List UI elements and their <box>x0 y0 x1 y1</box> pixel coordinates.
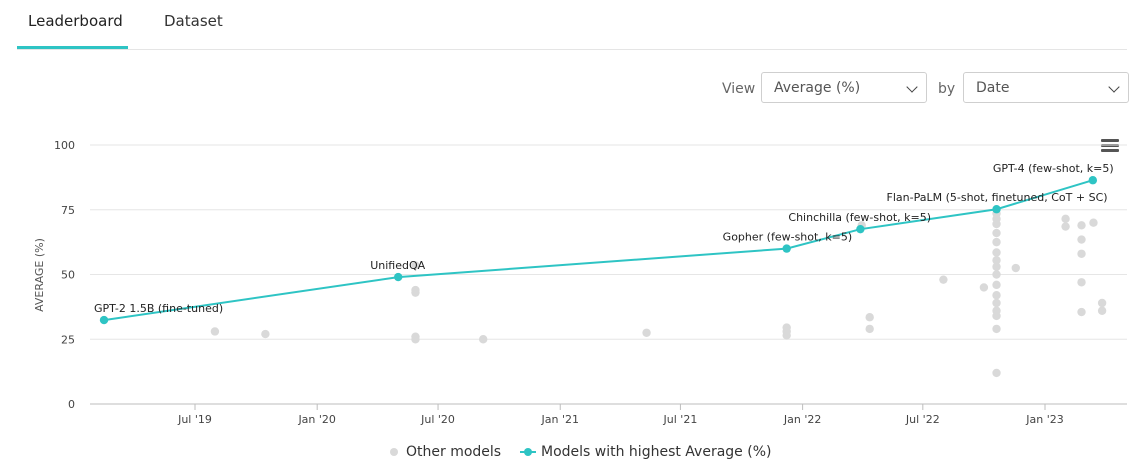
view-label: View <box>722 81 756 97</box>
other-model-point <box>992 219 1001 229</box>
data-label: GPT-2 1.5B (fine-tuned) <box>94 302 223 315</box>
best-models-line <box>103 179 1094 322</box>
other-model-point <box>782 331 791 340</box>
other-model-point <box>1089 218 1098 227</box>
other-model-point <box>411 261 420 270</box>
other-model-point <box>1077 221 1086 230</box>
chart-legend: Other models Models with highest Average… <box>0 444 1145 464</box>
x-tick-label: Jul '21 <box>663 413 698 426</box>
x-tick-label: Jul '19 <box>177 413 212 426</box>
x-tick-label: Jan '22 <box>783 413 821 426</box>
tab-dataset[interactable]: Dataset <box>164 12 223 30</box>
x-tick-label: Jan '20 <box>297 413 335 426</box>
other-model-point <box>1077 235 1086 244</box>
other-model-point <box>992 248 1001 257</box>
chart-grid <box>90 144 1127 405</box>
other-model-point <box>1077 249 1086 258</box>
by-label: by <box>938 81 956 97</box>
other-model-point <box>865 313 874 322</box>
y-tick-label: 0 <box>68 398 75 411</box>
x-axis-ticks: Jul '19 Jan '20 Jul '20 Jan '21 Jul '21 Jan '… <box>177 404 1064 426</box>
by-select[interactable]: Date <box>963 72 1129 103</box>
data-label: GPT-4 (few-shot, k=5) <box>993 162 1114 175</box>
y-axis-ticks: 0 25 50 75 100 <box>54 139 75 411</box>
other-model-point <box>1061 222 1070 231</box>
data-label: UnifiedQA <box>370 259 425 272</box>
data-label: Chinchilla (few-shot, k=5) <box>788 211 931 224</box>
legend-item-other-models[interactable]: Other models <box>390 444 501 460</box>
other-model-point <box>479 335 488 344</box>
x-tick-label: Jan '23 <box>1025 413 1063 426</box>
legend-line-icon <box>520 448 536 456</box>
view-select-value: Average (%) <box>774 80 861 96</box>
data-label: Gopher (few-shot, k=5) <box>723 231 853 244</box>
view-select[interactable]: Average (%) <box>761 72 927 103</box>
best-models-series: GPT-2 1.5B (fine-tuned) UnifiedQA Gopher (… <box>94 162 1114 325</box>
best-model-point <box>394 272 403 282</box>
other-model-point <box>1077 278 1086 287</box>
other-model-point <box>1097 306 1107 315</box>
y-tick-label: 100 <box>54 139 75 152</box>
y-tick-label: 50 <box>61 269 75 282</box>
best-model-point <box>856 224 865 234</box>
other-model-point <box>992 280 1001 290</box>
other-model-point <box>865 324 874 334</box>
other-model-point <box>1061 214 1070 224</box>
best-model-point <box>1088 176 1098 185</box>
x-tick-label: Jan '21 <box>540 413 578 426</box>
other-models-series <box>210 209 1107 378</box>
tab-leaderboard[interactable]: Leaderboard <box>28 12 123 30</box>
other-model-point <box>979 283 989 292</box>
tab-bar: Leaderboard Dataset <box>17 0 1127 50</box>
best-model-point <box>99 315 109 325</box>
by-select-value: Date <box>976 80 1010 96</box>
best-model-point <box>782 244 791 253</box>
other-model-point <box>1077 307 1086 317</box>
other-model-point <box>992 270 1001 279</box>
x-tick-label: Jul '20 <box>420 413 455 426</box>
other-model-point <box>992 298 1001 308</box>
data-label: Flan-PaLM (5-shot, finetuned, CoT + SC) <box>887 191 1108 204</box>
legend-dot-icon <box>390 448 398 456</box>
y-tick-label: 25 <box>61 333 75 346</box>
best-model-point <box>992 205 1001 214</box>
other-model-point <box>642 328 651 337</box>
other-model-point <box>1011 263 1020 273</box>
other-model-point <box>939 275 948 284</box>
other-model-point <box>210 327 220 336</box>
other-model-point <box>992 311 1001 321</box>
other-model-point <box>992 291 1001 300</box>
other-model-point <box>992 228 1001 238</box>
y-tick-label: 75 <box>61 204 75 217</box>
legend-item-best-models[interactable]: Models with highest Average (%) <box>520 444 771 460</box>
x-tick-label: Jul '22 <box>905 413 940 426</box>
active-tab-indicator <box>17 46 128 49</box>
other-model-point <box>1097 298 1107 308</box>
y-axis-label: AVERAGE (%) <box>33 238 46 312</box>
other-model-point <box>992 256 1001 265</box>
other-model-point <box>992 237 1001 247</box>
other-model-point <box>411 288 420 297</box>
other-model-point <box>261 329 270 339</box>
other-model-point <box>992 324 1001 334</box>
other-model-point <box>992 368 1001 378</box>
other-model-point <box>411 335 420 344</box>
other-model-point <box>992 262 1001 271</box>
